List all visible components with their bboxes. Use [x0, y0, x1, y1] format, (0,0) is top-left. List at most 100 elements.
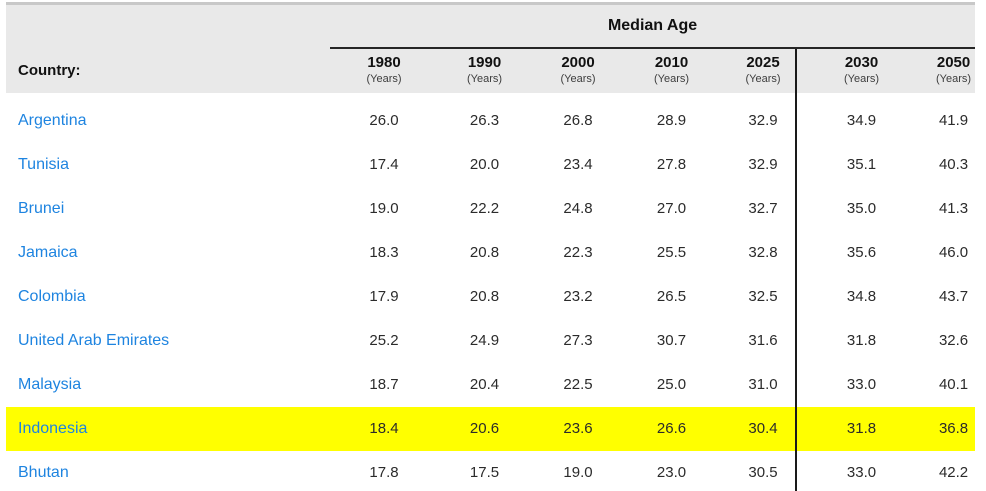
value-cell: 23.0	[656, 464, 687, 481]
table-row: Malaysia 18.7 20.4 22.5 25.0 31.0 33.0 40.1	[6, 363, 975, 407]
value-cell: 46.0	[938, 244, 969, 261]
year-unit-label: (Years)	[466, 73, 503, 85]
value-cell: 41.9	[938, 112, 969, 129]
value-cell: 30.5	[748, 464, 778, 481]
country-cell: Malaysia	[6, 363, 330, 407]
value-cell: 32.5	[748, 288, 778, 305]
year-unit-label: (Years)	[936, 73, 972, 85]
value-cell: 19.0	[369, 200, 399, 217]
value-cell: 26.0	[369, 112, 399, 129]
table-row: Colombia 17.9 20.8 23.2 26.5 32.5 34.8 43.7	[6, 275, 975, 319]
country-link[interactable]: Tunisia	[18, 155, 69, 173]
value-cell: 36.8	[908, 406, 976, 451]
value-cell: 27.8	[656, 156, 687, 173]
country-link[interactable]: Malaysia	[18, 375, 82, 393]
year-label: 2010	[654, 54, 689, 72]
value-cell: 20.0	[469, 156, 500, 173]
value-cell: 34.9	[846, 112, 877, 129]
country-link[interactable]: Brunei	[18, 199, 65, 217]
group-header-label: Median Age	[607, 16, 698, 34]
year-column-header: 2025 (Years)	[718, 47, 795, 93]
country-cell: Brunei	[6, 187, 330, 231]
year-label: 2050	[936, 54, 971, 72]
year-header-row: Country: 1980 (Years) 1990 (Years) 2000 (Year…	[6, 47, 976, 93]
value-cell: 30.7	[656, 332, 687, 349]
country-link[interactable]: Indonesia	[18, 419, 88, 437]
value-cell: 25.0	[656, 376, 687, 393]
country-column-header-label: Country:	[18, 61, 81, 79]
year-label: 2030	[844, 54, 879, 72]
value-cell: 20.6	[438, 406, 531, 451]
value-cell: 33.0	[846, 464, 877, 481]
value-cell: 35.6	[846, 244, 877, 261]
country-link[interactable]: Bhutan	[18, 463, 69, 481]
value-cell: 24.8	[563, 200, 593, 217]
value-cell: 32.6	[938, 332, 969, 349]
header-spacer-cell	[6, 2, 330, 48]
country-link[interactable]: Argentina	[18, 111, 87, 129]
value-cell: 35.0	[846, 200, 877, 217]
table-row: Brunei 19.0 22.2 24.8 27.0 32.7 35.0 41.3	[6, 187, 975, 231]
country-link[interactable]: Colombia	[18, 287, 86, 305]
value-cell: 31.8	[846, 332, 877, 349]
value-cell: 30.4	[718, 406, 795, 451]
value-cell: 33.0	[846, 376, 877, 393]
value-cell: 20.4	[469, 376, 500, 393]
year-unit-label: (Years)	[366, 73, 402, 85]
value-cell: 22.5	[563, 376, 593, 393]
value-cell: 19.0	[563, 464, 593, 481]
value-cell: 25.2	[369, 332, 399, 349]
year-label: 1990	[467, 54, 502, 72]
median-age-table: Median Age Country: 1980 (Years) 1990 (Year…	[6, 2, 976, 491]
value-cell: 35.1	[846, 156, 877, 173]
value-cell: 26.8	[563, 112, 593, 129]
value-cell: 32.9	[748, 156, 778, 173]
table-row: Bhutan 17.8 17.5 19.0 23.0 30.5 33.0 42.2	[6, 451, 975, 491]
value-cell: 31.0	[748, 376, 778, 393]
value-cell: 20.8	[469, 288, 500, 305]
value-cell: 23.2	[563, 288, 593, 305]
year-unit-label: (Years)	[560, 73, 596, 85]
value-cell: 18.7	[369, 376, 399, 393]
year-column-header: 2000 (Years)	[531, 47, 625, 93]
value-cell: 17.8	[369, 464, 399, 481]
country-link[interactable]: United Arab Emirates	[18, 331, 170, 349]
value-cell: 17.4	[369, 156, 399, 173]
value-cell: 20.8	[469, 244, 500, 261]
table-row: Tunisia 17.4 20.0 23.4 27.8 32.9 35.1 40.3	[6, 143, 975, 187]
country-column-header: Country:	[6, 47, 330, 93]
value-cell: 18.3	[369, 244, 399, 261]
year-column-header: 2030 (Years)	[795, 47, 908, 93]
value-cell: 41.3	[938, 200, 969, 217]
year-column-header: 2010 (Years)	[625, 47, 718, 93]
year-column-header: 1980 (Years)	[330, 47, 438, 93]
year-label: 2000	[561, 54, 595, 72]
table-row: Jamaica 18.3 20.8 22.3 25.5 32.8 35.6 46.0	[6, 231, 975, 275]
value-cell: 42.2	[938, 464, 969, 481]
value-cell: 27.3	[563, 332, 593, 349]
year-unit-label: (Years)	[843, 73, 880, 85]
value-cell: 32.9	[748, 112, 778, 129]
value-cell: 17.5	[469, 464, 500, 481]
value-cell: 17.9	[369, 288, 399, 305]
value-cell: 32.7	[748, 200, 778, 217]
year-unit-label: (Years)	[745, 73, 781, 85]
value-cell: 40.1	[938, 376, 969, 393]
value-cell: 26.6	[625, 406, 718, 451]
table-row: Argentina 26.0 26.3 26.8 28.9 32.9 34.9 41.9	[6, 99, 975, 143]
table-row: Indonesia 18.4 20.6 23.6 26.6 30.4 31.8 36.8	[6, 406, 976, 451]
year-label: 1980	[367, 54, 401, 72]
value-cell: 23.4	[563, 156, 593, 173]
value-cell: 26.3	[469, 112, 500, 129]
group-header-cell: Median Age	[330, 2, 976, 49]
year-unit-label: (Years)	[653, 73, 690, 85]
value-cell: 28.9	[656, 112, 687, 129]
country-cell: Indonesia	[6, 406, 330, 451]
value-cell: 27.0	[656, 200, 687, 217]
group-header-row: Median Age	[6, 2, 976, 49]
year-label: 2025	[746, 54, 780, 72]
country-link[interactable]: Jamaica	[18, 243, 78, 261]
year-column-header: 1990 (Years)	[438, 47, 531, 93]
year-column-header: 2050 (Years)	[908, 47, 976, 93]
